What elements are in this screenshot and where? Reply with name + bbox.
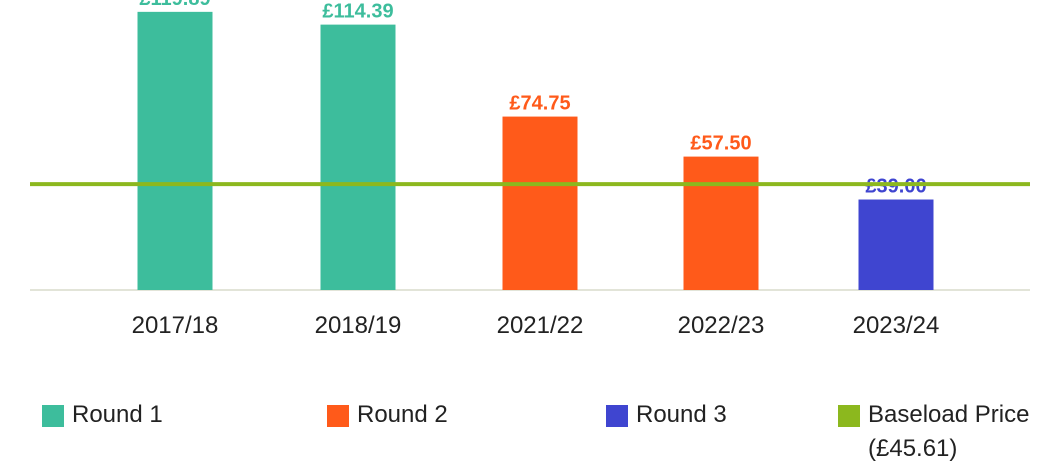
bars-group [137, 11, 934, 291]
legend-item-baseload-price: Baseload Price (£45.61) [838, 398, 1029, 466]
bar-2017-18 [137, 11, 213, 291]
legend-swatch-round-2 [327, 405, 349, 427]
legend: Round 1 Round 2 Round 3 Baseload Price (… [0, 398, 1062, 476]
legend-swatch-round-1 [42, 405, 64, 427]
legend-swatch-baseload-price [838, 405, 860, 427]
bar-value-label-2022-23: £57.50 [690, 133, 751, 155]
legend-swatch-round-3 [606, 405, 628, 427]
bar-chart: £119.89 £114.39 £74.75 £57.50 £39.00 2017/18… [30, 0, 1030, 339]
x-tick-label-2021-22: 2021/22 [497, 312, 584, 339]
x-tick-label-2018-19: 2018/19 [315, 312, 402, 339]
legend-label-round-3: Round 3 [636, 401, 727, 428]
bar-2023-24 [858, 199, 934, 290]
bar-value-label-2017-18: £119.89 [139, 0, 210, 10]
x-tick-label-2023-24: 2023/24 [853, 312, 940, 339]
bar-labels-group: £119.89 £114.39 £74.75 £57.50 £39.00 [139, 0, 926, 198]
legend-label-baseload-price-value: (£45.61) [868, 435, 958, 462]
legend-label-round-1: Round 1 [72, 401, 163, 428]
bar-value-label-2023-24: £39.00 [865, 176, 926, 198]
bar-2018-19 [320, 24, 396, 290]
bar-value-label-2021-22: £74.75 [509, 93, 570, 115]
legend-item-round-2: Round 2 [327, 398, 448, 432]
bar-2021-22 [502, 116, 578, 290]
x-tick-label-2017-18: 2017/18 [132, 312, 219, 339]
bar-2022-23 [683, 156, 759, 290]
x-tick-labels: 2017/18 2018/19 2021/22 2022/23 2023/24 [132, 312, 940, 339]
legend-item-round-1: Round 1 [42, 398, 163, 432]
legend-label-round-2: Round 2 [357, 401, 448, 428]
legend-item-round-3: Round 3 [606, 398, 727, 432]
legend-label-baseload-price-name: Baseload Price [868, 401, 1030, 428]
bar-value-label-2018-19: £114.39 [322, 1, 393, 23]
legend-label-baseload-price: Baseload Price (£45.61) [868, 398, 1029, 466]
x-tick-label-2022-23: 2022/23 [678, 312, 765, 339]
